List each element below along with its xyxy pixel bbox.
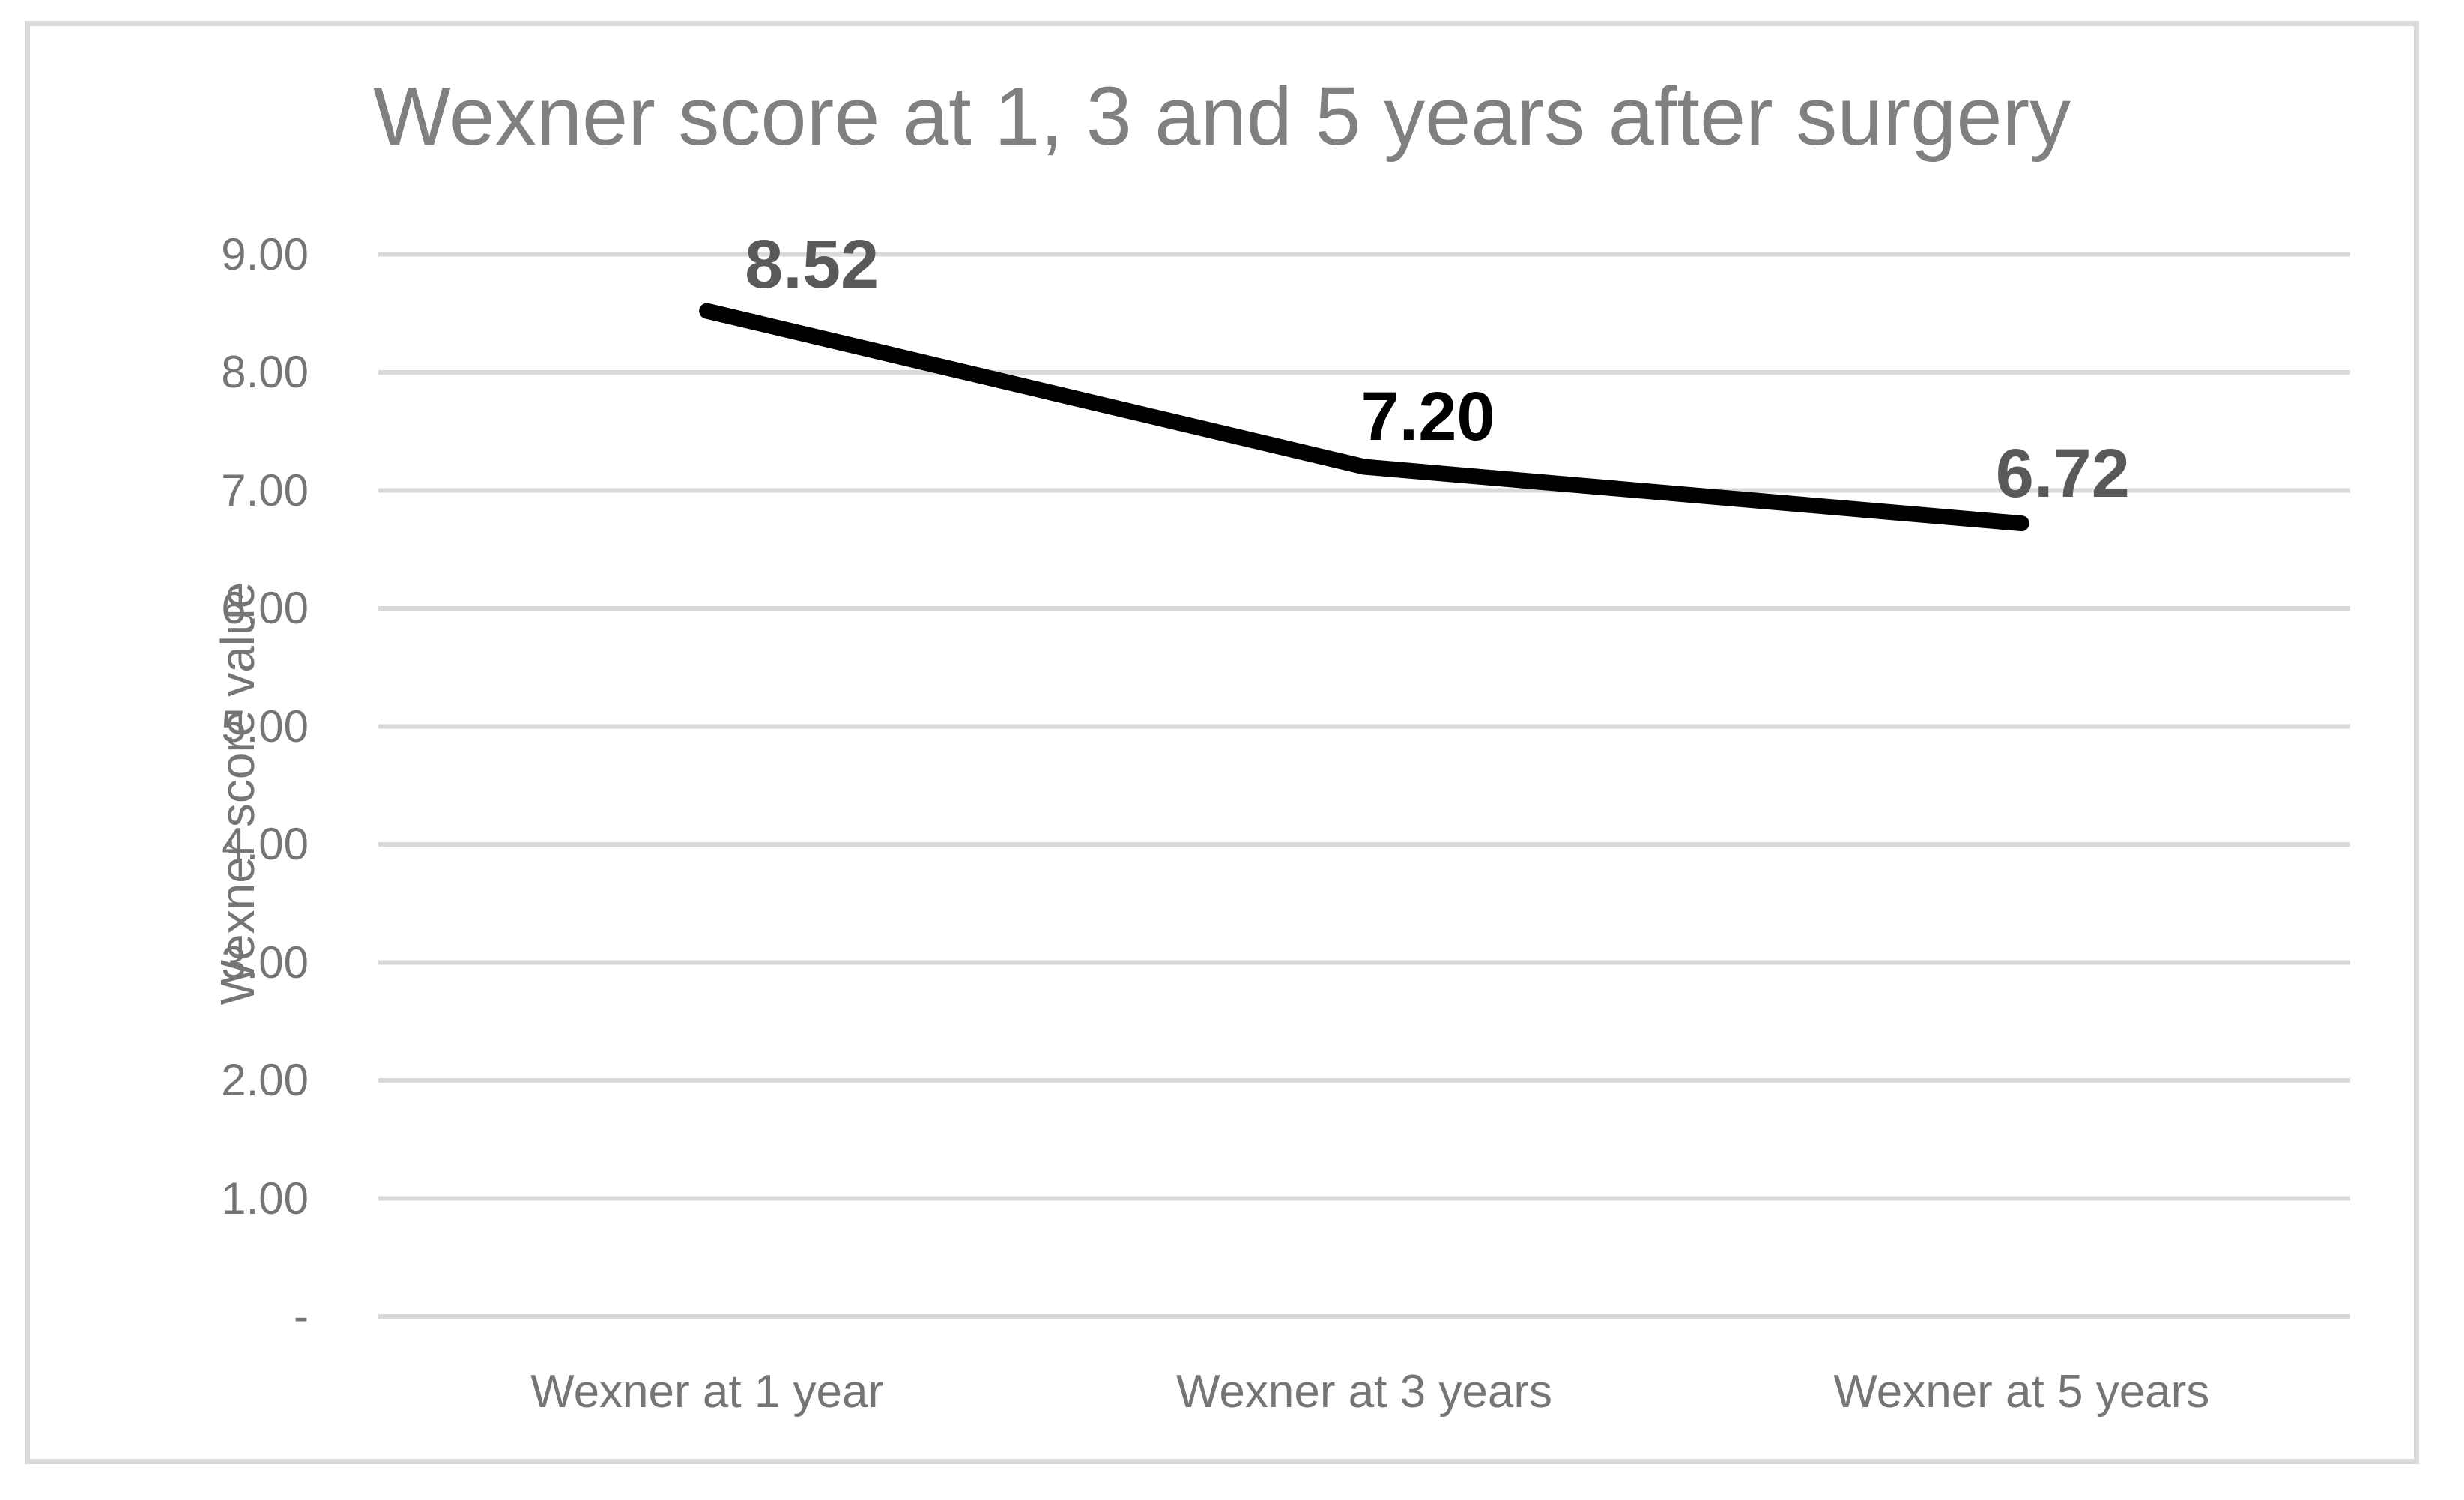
y-tick-label: 8.00 — [221, 347, 309, 397]
chart-title: Wexner score at 1, 3 and 5 years after s… — [372, 70, 2071, 163]
line-series — [699, 303, 2029, 532]
y-tick-label: 1.00 — [221, 1173, 309, 1224]
y-tick-label: 6.00 — [221, 583, 309, 633]
y-tick-label: 9.00 — [221, 229, 309, 279]
y-tick-label: 3.00 — [221, 937, 309, 988]
y-tick-label: 2.00 — [221, 1055, 309, 1105]
x-category-label: Wexner at 1 year — [530, 1366, 884, 1418]
x-category-label: Wexner at 3 years — [1176, 1366, 1552, 1418]
y-tick-label: 5.00 — [221, 701, 309, 751]
gridlines — [378, 252, 2350, 1319]
data-point-label: 8.52 — [745, 226, 880, 303]
data-point-label: 6.72 — [1995, 435, 2130, 512]
x-category-label: Wexner at 5 years — [1833, 1366, 2210, 1418]
y-tick-label: 4.00 — [221, 819, 309, 869]
data-point-label: 7.20 — [1360, 378, 1495, 455]
chart-frame — [25, 21, 2419, 1464]
y-tick-label: 7.00 — [221, 465, 309, 515]
series-line — [699, 303, 2029, 532]
y-tick-label: - — [294, 1291, 309, 1341]
